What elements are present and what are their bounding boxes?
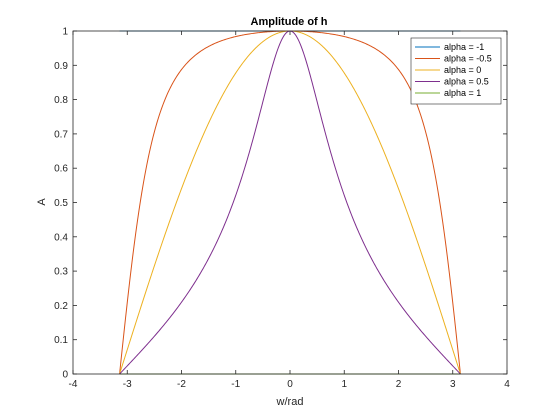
x-tick-label: 4 — [504, 379, 510, 390]
tick-layer: -4 -3 -2 -1 0 1 2 3 4 0 0.1 0.2 0.3 0.4 0.5 0.6 0.7 0.8 0.… — [54, 27, 510, 391]
y-tick-label: 0.7 — [54, 129, 68, 140]
y-tick-label: 0.6 — [54, 164, 68, 175]
legend-label: alpha = 0 — [444, 65, 481, 75]
y-tick-label: 0 — [62, 370, 68, 381]
x-tick-label: 1 — [341, 379, 347, 390]
x-tick-label: -4 — [69, 379, 78, 390]
y-tick-label: 0.5 — [54, 198, 68, 209]
y-tick-label: 0.2 — [54, 301, 68, 312]
y-tick-label: 1 — [62, 27, 68, 38]
x-tick-label: -3 — [123, 379, 132, 390]
y-tick-label: 0.8 — [54, 95, 68, 106]
y-tick-label: 0.3 — [54, 267, 68, 278]
y-tick-label: 0.1 — [54, 335, 68, 346]
x-axis-label: w/rad — [276, 396, 304, 408]
x-tick-label: 2 — [396, 379, 402, 390]
legend-label: alpha = -1 — [444, 42, 484, 52]
y-tick-label: 0.9 — [54, 61, 68, 72]
chart-title: Amplitude of h — [251, 16, 328, 28]
x-tick-label: -1 — [231, 379, 240, 390]
y-tick-label: 0.4 — [54, 232, 68, 243]
legend-label: alpha = -0.5 — [444, 54, 492, 64]
x-tick-label: -2 — [177, 379, 186, 390]
x-tick-label: 0 — [287, 379, 293, 390]
legend-label: alpha = 0.5 — [444, 77, 489, 87]
y-axis-label: A — [36, 198, 48, 206]
x-tick-label: 3 — [450, 379, 456, 390]
legend-label: alpha = 1 — [444, 88, 481, 98]
